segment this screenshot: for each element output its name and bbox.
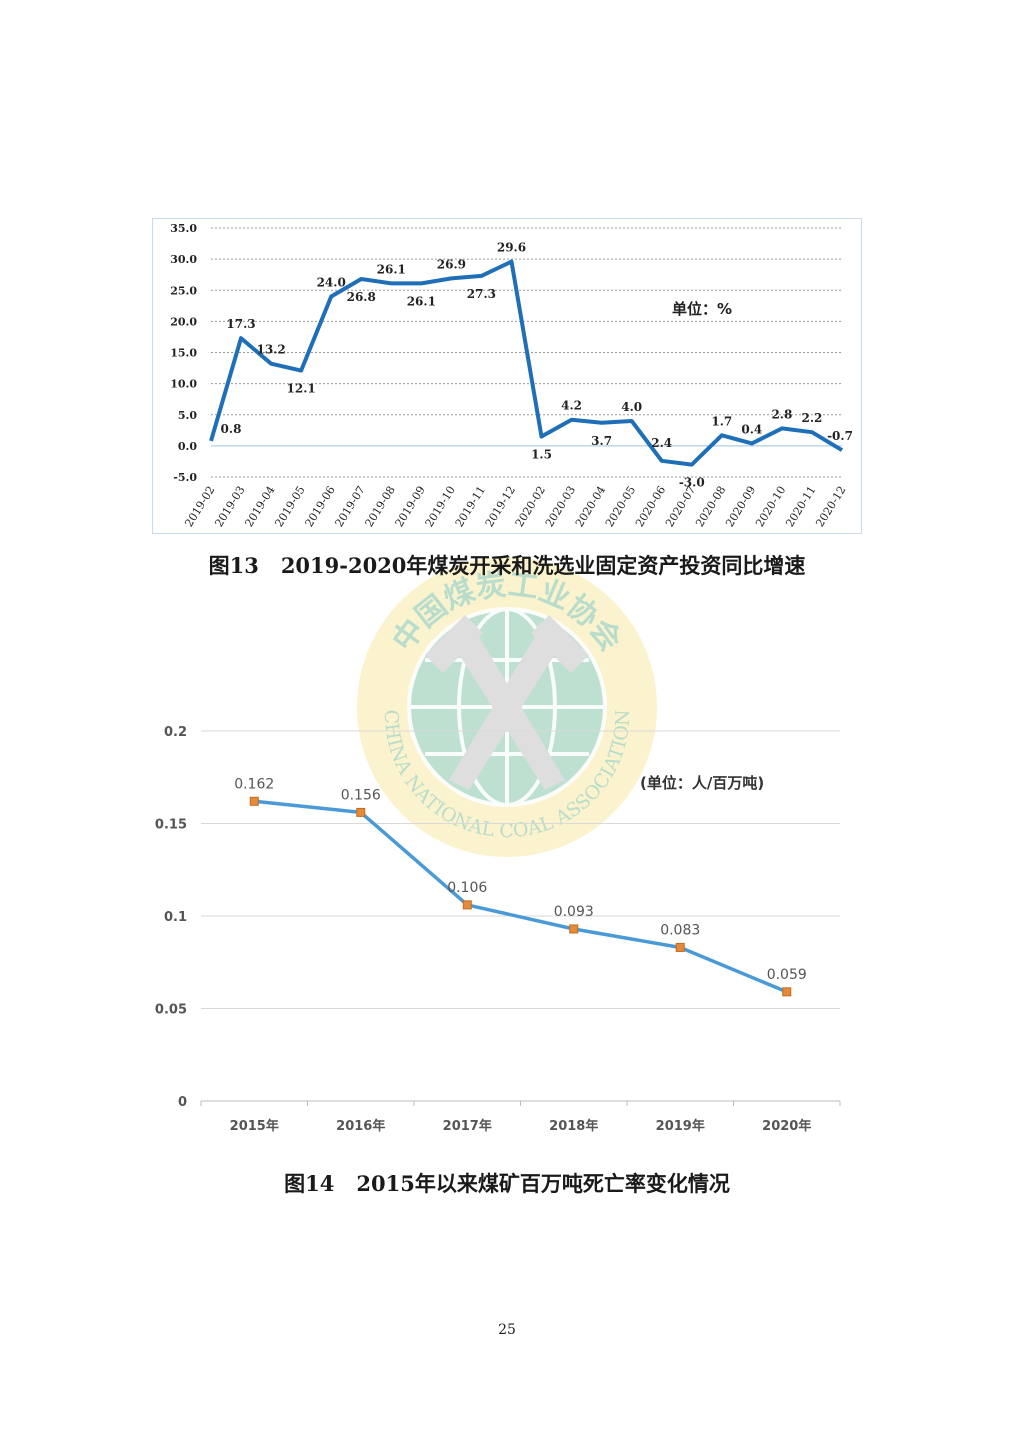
chart14-x-tick: 2019年: [656, 1118, 705, 1134]
chart13-y-tick: 30.0: [170, 253, 197, 266]
chart14-data-label: 0.093: [554, 904, 594, 920]
chart13-data-label: 2.2: [802, 411, 823, 425]
chart13-frame: [152, 218, 862, 534]
chart14-y-tick: 0.1: [164, 910, 187, 925]
chart13-y-tick: 20.0: [170, 315, 197, 328]
chart14-y-tick: 0: [178, 1095, 187, 1110]
chart13-y-tick: 35.0: [170, 222, 197, 235]
chart13-data-label: 26.9: [437, 257, 466, 271]
chart13-data-label: 3.7: [591, 434, 612, 448]
chart13-data-label: 0.4: [741, 422, 762, 436]
figure14-caption-number: 图14: [284, 1171, 335, 1196]
chart14-y-tick: 0.05: [155, 1003, 187, 1018]
chart14-data-label: 0.106: [447, 880, 487, 896]
chart13-y-tick: 5.0: [178, 409, 197, 422]
chart14-y-tick: 0.15: [155, 818, 187, 833]
chart13-data-label: 2.4: [651, 436, 672, 450]
chart13-y-tick: -5.0: [173, 471, 197, 484]
figure13-caption: 图13 2019-2020年煤炭开采和洗选业固定资产投资同比增速: [0, 550, 1014, 580]
chart13-series-line: [209, 259, 844, 467]
chart13-data-label: 2.8: [771, 407, 792, 421]
chart14-data-label: 0.156: [341, 787, 381, 803]
chart14-x-tick: 2020年: [762, 1118, 811, 1134]
chart14-y-tick: 0.2: [164, 725, 187, 740]
chart13-data-label: 0.8: [221, 422, 242, 436]
chart14-marker: [462, 900, 472, 910]
figure13-caption-text: 2019-2020年煤炭开采和洗选业固定资产投资同比增速: [280, 553, 806, 578]
chart13-data-label: -0.7: [827, 429, 853, 443]
chart14: 0.2 0.15 0.1 0.05 0 2015年 2016年 2017年 2018年 2019…: [155, 725, 841, 1134]
chart14-marker: [569, 924, 579, 934]
chart13-data-label: 27.3: [467, 287, 496, 301]
chart13-data-label: 4.2: [561, 399, 582, 413]
chart14-x-tick: 2018年: [549, 1118, 598, 1134]
page-number: 25: [498, 1322, 516, 1338]
figure14-caption: 图14 2015年以来煤矿百万吨死亡率变化情况: [0, 1168, 1014, 1198]
chart13-data-label: 26.1: [407, 294, 436, 308]
chart14-marker: [249, 796, 259, 806]
chart14-marker: [356, 807, 366, 817]
chart13-data-label: 12.1: [287, 382, 316, 396]
chart14-marker: [782, 987, 792, 997]
chart13-data-label: 29.6: [497, 241, 526, 255]
chart13-data-label: 4.0: [621, 400, 642, 414]
chart13-y-tick: 25.0: [170, 284, 197, 297]
chart13-data-label: 1.7: [711, 414, 732, 428]
chart14-x-tick: 2017年: [443, 1118, 492, 1134]
crossed-pickaxes-icon: [425, 615, 589, 790]
chart14-x-tick: 2015年: [230, 1118, 279, 1134]
chart14-series-line: [254, 799, 788, 994]
chart13-data-label: 24.0: [317, 275, 346, 289]
chart14-data-label: 0.083: [660, 922, 700, 938]
chart13-y-tick: 10.0: [170, 378, 197, 391]
chart13: 35.030.025.020.015.010.05.00.0-5.0 2019-…: [170, 222, 853, 529]
chart14-marker: [675, 942, 685, 952]
chart14-unit-label: (单位：人/百万吨): [640, 774, 764, 792]
chart14-data-label: 0.162: [234, 776, 274, 792]
chart13-data-label: 1.5: [531, 448, 552, 462]
chart13-unit-label: 单位：%: [672, 300, 732, 318]
chart13-data-label: 26.1: [377, 262, 406, 276]
chart13-data-label: 26.8: [347, 290, 376, 304]
figure14-caption-text: 2015年以来煤矿百万吨死亡率变化情况: [356, 1171, 730, 1196]
chart13-data-label: -3.0: [679, 476, 705, 490]
chart13-y-tick: 0.0: [178, 440, 197, 453]
chart14-x-tick: 2016年: [336, 1118, 385, 1134]
figure13-caption-number: 图13: [208, 553, 259, 578]
chart13-y-tick: 15.0: [170, 347, 197, 360]
chart13-data-label: 17.3: [226, 317, 255, 331]
chart14-data-label: 0.059: [767, 967, 807, 983]
chart13-data-label: 13.2: [256, 343, 285, 357]
